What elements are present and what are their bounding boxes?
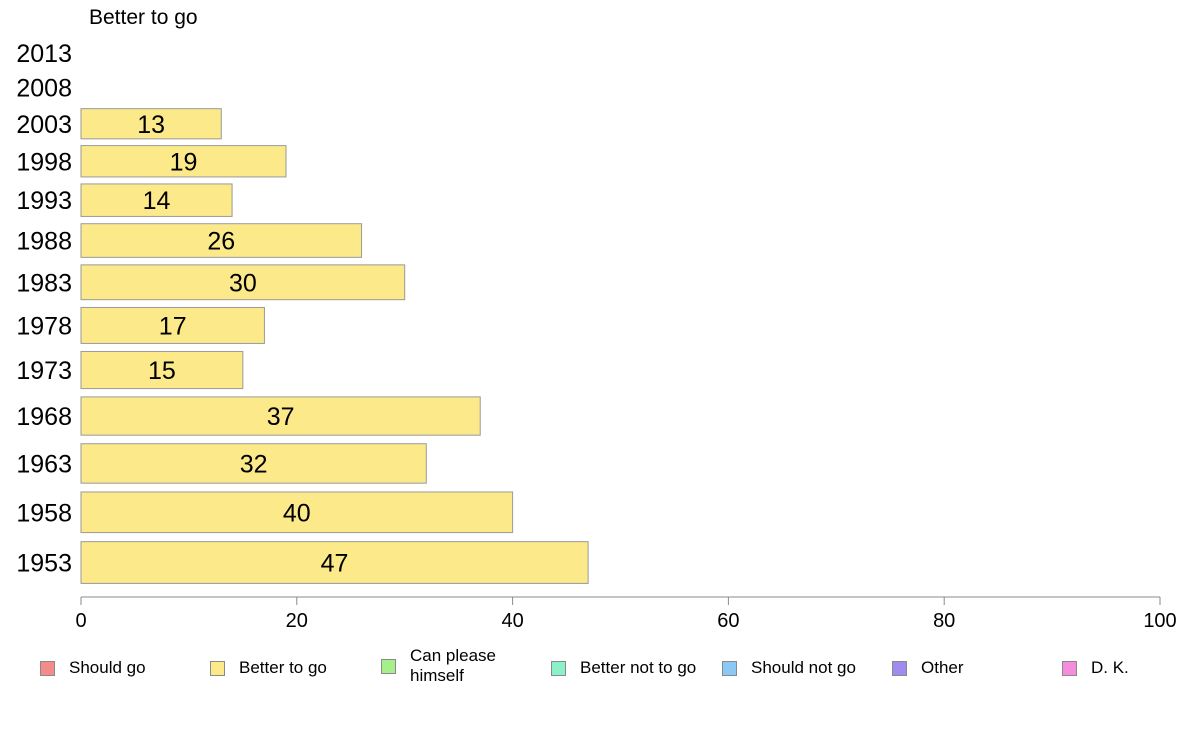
legend-label-better-not-to-go: Better not to go bbox=[580, 658, 697, 677]
legend-item-should-not-go: Should not go bbox=[722, 658, 856, 678]
data-label-1953: 47 bbox=[321, 550, 349, 578]
category-label-1968: 1968 bbox=[16, 403, 72, 431]
bar-1953 bbox=[80, 541, 589, 584]
category-label-1983: 1983 bbox=[16, 269, 72, 297]
bar-1968 bbox=[80, 396, 481, 436]
legend-item-can-please-himself: Can please himself bbox=[381, 646, 515, 686]
category-label-1988: 1988 bbox=[16, 228, 72, 256]
legend-swatch-can-please-himself bbox=[381, 658, 396, 674]
category-label-1953: 1953 bbox=[16, 550, 72, 578]
data-label-1958: 40 bbox=[283, 499, 311, 527]
data-label-1968: 37 bbox=[267, 403, 295, 431]
chart-legend: Should go Better to go Can please himsel… bbox=[0, 640, 1188, 700]
legend-label-can-please-himself: Can please himself bbox=[410, 646, 497, 685]
category-label-1978: 1978 bbox=[16, 312, 72, 340]
legend-item-better-not-to-go: Better not to go bbox=[551, 658, 696, 678]
legend-label-should-go: Should go bbox=[69, 658, 146, 677]
data-label-1963: 32 bbox=[240, 450, 268, 478]
legend-swatch-dk bbox=[1062, 660, 1077, 676]
x-tick-label-100: 100 bbox=[1143, 610, 1176, 632]
bar-1998 bbox=[80, 145, 287, 178]
x-tick-label-0: 0 bbox=[75, 610, 86, 632]
data-label-1983: 30 bbox=[229, 269, 257, 297]
category-label-1993: 1993 bbox=[16, 187, 72, 215]
category-label-1958: 1958 bbox=[16, 499, 72, 527]
legend-swatch-should-go bbox=[40, 660, 55, 676]
x-tick-label-40: 40 bbox=[501, 610, 523, 632]
legend-item-should-go: Should go bbox=[40, 658, 146, 678]
bar-1988 bbox=[80, 223, 363, 258]
legend-swatch-other bbox=[892, 660, 907, 676]
data-label-1988: 26 bbox=[207, 228, 235, 256]
legend-label-should-not-go: Should not go bbox=[751, 658, 856, 677]
legend-label-other: Other bbox=[921, 658, 964, 677]
category-label-1973: 1973 bbox=[16, 357, 72, 385]
chart-panel-title: Better to go bbox=[89, 6, 198, 29]
bar-2003 bbox=[80, 108, 222, 140]
legend-item-dk: D. K. bbox=[1062, 658, 1129, 678]
category-label-2003: 2003 bbox=[16, 111, 72, 139]
category-label-1998: 1998 bbox=[16, 148, 72, 176]
category-label-2013: 2013 bbox=[16, 40, 72, 68]
data-label-1998: 19 bbox=[170, 148, 198, 176]
data-label-1993: 14 bbox=[143, 187, 171, 215]
legend-label-dk: D. K. bbox=[1091, 658, 1129, 677]
x-tick-label-80: 80 bbox=[933, 610, 955, 632]
bar-1973 bbox=[80, 350, 244, 390]
bar-1983 bbox=[80, 264, 406, 301]
legend-label-better-to-go: Better to go bbox=[239, 658, 327, 677]
category-label-1963: 1963 bbox=[16, 450, 72, 478]
category-label-2008: 2008 bbox=[16, 75, 72, 103]
legend-swatch-better-to-go bbox=[210, 660, 225, 676]
x-tick-label-60: 60 bbox=[717, 610, 739, 632]
bar-1963 bbox=[80, 443, 427, 484]
legend-swatch-better-not-to-go bbox=[551, 660, 566, 676]
bar-1993 bbox=[80, 183, 233, 217]
data-label-1973: 15 bbox=[148, 357, 176, 385]
data-label-2003: 13 bbox=[137, 111, 165, 139]
legend-swatch-should-not-go bbox=[722, 660, 737, 676]
legend-item-other: Other bbox=[892, 658, 964, 678]
bar-1958 bbox=[80, 491, 514, 534]
data-label-1978: 17 bbox=[159, 312, 187, 340]
bar-1978 bbox=[80, 306, 265, 344]
legend-item-better-to-go: Better to go bbox=[210, 658, 327, 678]
x-tick-label-20: 20 bbox=[286, 610, 308, 632]
bar-chart: 1953 47 1958 40 1963 32 1968 37 1973 15 1978 17 1983… bbox=[16, 40, 1176, 632]
